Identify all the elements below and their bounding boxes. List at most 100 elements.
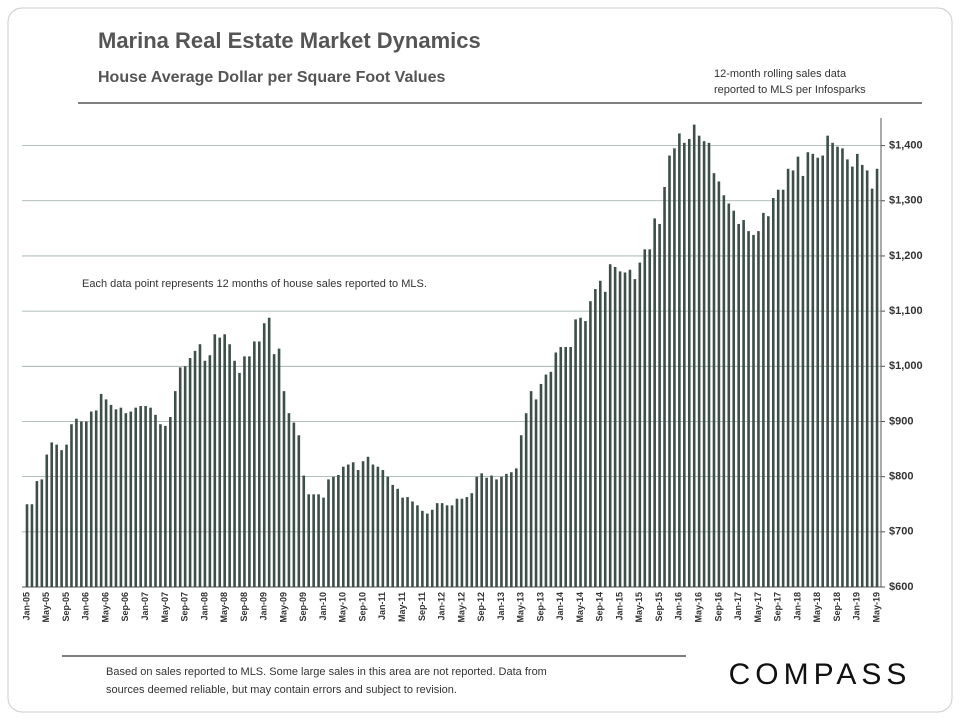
bar (771, 198, 775, 587)
bar (430, 509, 434, 587)
x-tick-label: Jan-18 (792, 592, 802, 621)
bar (327, 479, 330, 587)
bar (544, 374, 548, 587)
bar (855, 153, 859, 588)
x-tick-label: Sep-11 (417, 592, 427, 621)
bar (524, 413, 528, 587)
bar (584, 321, 587, 587)
bar (623, 272, 627, 587)
bar (159, 424, 162, 587)
x-tick-label: Jan-09 (259, 592, 269, 621)
bar (752, 234, 755, 587)
source-note: 12-month rolling sales data (714, 68, 847, 80)
bar (811, 153, 815, 588)
bar (337, 474, 340, 587)
bar (307, 494, 311, 587)
bar (495, 479, 498, 587)
bar (816, 157, 820, 588)
x-tick-label: May-13 (516, 592, 526, 623)
bar (510, 472, 513, 587)
bar (366, 456, 370, 587)
bar (75, 418, 78, 587)
bar (297, 435, 301, 587)
x-tick-label: May-14 (575, 592, 585, 623)
bar (381, 470, 385, 587)
y-tick-label: $900 (889, 415, 913, 427)
bar (253, 341, 256, 587)
bar (826, 135, 829, 587)
bar (514, 468, 518, 587)
x-tick-label: Jan-07 (140, 592, 150, 621)
bar (257, 341, 261, 587)
bar (841, 148, 844, 588)
footer-text: sources deemed reliable, but may contain… (106, 684, 457, 696)
bar (208, 355, 212, 587)
bar (287, 413, 291, 587)
x-tick-label: Jan-15 (614, 592, 624, 621)
bar (658, 223, 661, 587)
bar (836, 146, 839, 587)
bar (119, 407, 123, 587)
y-tick-label: $1,000 (889, 360, 923, 372)
bar (198, 344, 202, 587)
bar (678, 133, 681, 588)
bar (302, 475, 306, 587)
bar (124, 413, 128, 587)
bar (134, 407, 138, 587)
bar (722, 195, 726, 587)
bar (440, 503, 444, 587)
bar (594, 289, 597, 587)
bar (717, 181, 721, 587)
bar (603, 291, 607, 587)
bar (169, 417, 172, 587)
bar (806, 152, 810, 587)
bar (707, 142, 711, 587)
bar (831, 142, 834, 587)
bar (579, 317, 582, 587)
bar (238, 372, 241, 587)
bar (727, 203, 731, 587)
bar (539, 383, 543, 587)
bar (114, 409, 118, 587)
bar (80, 421, 83, 587)
x-tick-label: Sep-15 (654, 592, 664, 622)
bar (173, 391, 177, 587)
bar (673, 148, 676, 588)
x-tick-label: May-17 (753, 592, 763, 623)
bar (188, 358, 192, 587)
plot-area: $600 $700 $800 $900 $1,000 $1,100 $1,200 $1,300… (21, 118, 923, 623)
bar (559, 346, 563, 587)
bar (94, 410, 98, 587)
bar (668, 155, 671, 587)
bar (272, 354, 276, 587)
x-tick-label: May-10 (338, 592, 348, 623)
bar (386, 476, 390, 587)
bar (35, 481, 39, 587)
bar (638, 262, 642, 587)
bar (233, 360, 236, 587)
bar (322, 497, 325, 587)
bar (796, 156, 800, 587)
bar (485, 477, 488, 587)
bar (500, 476, 503, 587)
bar (851, 166, 854, 587)
bar (292, 422, 296, 587)
bar (228, 344, 231, 587)
x-tick-label: Sep-18 (832, 592, 842, 622)
x-tick-label: Sep-09 (298, 592, 308, 622)
bar (608, 264, 612, 587)
chart-subtitle: House Average Dollar per Square Foot Val… (98, 69, 445, 86)
x-tick-label: Jan-05 (21, 592, 31, 621)
bar (282, 391, 286, 587)
bar (762, 212, 765, 587)
bar (376, 466, 380, 587)
bar (801, 175, 805, 587)
bar (406, 497, 409, 587)
x-tick-label: Jan-19 (852, 592, 862, 621)
bar (45, 454, 49, 587)
bar (435, 503, 439, 587)
bar (178, 367, 182, 587)
bar (262, 323, 266, 587)
bar (371, 464, 375, 587)
